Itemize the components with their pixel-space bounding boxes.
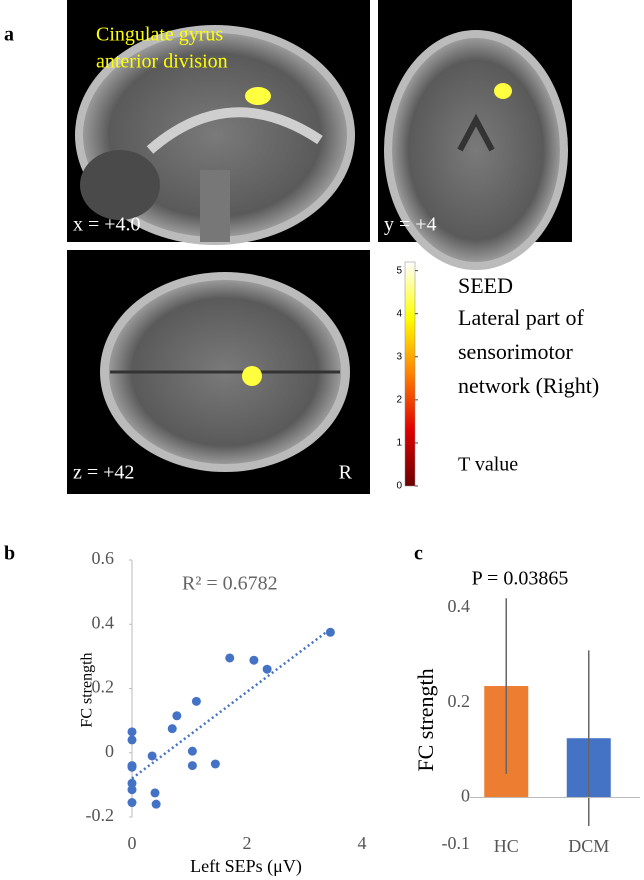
point [325,627,335,637]
x-tick-label: 2 [243,833,252,853]
point [127,735,137,745]
x-axis-label: Left SEPs (μV) [190,856,302,877]
x-tick-label: 4 [358,833,367,853]
y-tick-label: 0 [396,481,402,492]
y-tick-label: 0.4 [92,612,115,632]
y-axis-label: FC strength [413,668,438,771]
y-tick-label: 0.2 [448,691,471,711]
side-label: R [339,462,353,484]
point [191,696,201,706]
point [187,746,197,756]
point [127,778,137,788]
point [187,761,197,771]
y-tick-label: 0.6 [92,548,115,568]
y-tick-label: 0 [105,741,114,761]
x-tick-label: DCM [568,836,609,856]
chart-title: P = 0.03865 [472,568,569,590]
coronal-image [378,0,572,270]
axial-image [67,250,370,494]
coord-label: x = +4.0 [73,214,141,236]
y-tick-label: -0.2 [86,805,115,825]
legend-text: SEED [458,273,513,298]
legend-text: network (Right) [458,373,599,398]
y-tick-label: 5 [396,265,402,276]
y-tick-label: -0.1 [442,833,471,853]
point [172,711,182,721]
y-tick-label: 0.2 [92,677,115,697]
legend-text: Lateral part of [458,305,584,330]
y-tick-label: 3 [396,351,402,362]
coord-label: z = +42 [73,462,134,484]
point [150,788,160,798]
side-label: R [583,14,597,36]
y-tick-label: 0.4 [448,596,471,616]
sagittal-image [67,0,370,245]
y-tick-label: 2 [396,394,402,405]
point [127,727,137,737]
y-axis-label: FC strength [79,652,96,727]
point [225,653,235,663]
point [127,785,137,795]
colorbar [404,261,416,487]
legend-text: T value [458,454,518,476]
point [151,799,161,809]
region-label: anterior division [96,51,228,73]
x-tick-label: HC [494,836,519,856]
panel-label: a [4,24,14,46]
point [127,798,137,808]
point [127,762,137,772]
x-tick-label: 0 [128,833,137,853]
point [167,724,177,734]
point [147,751,157,761]
panel-label: c [414,543,423,565]
coord-label: y = +4 [384,214,437,236]
y-tick-label: 0 [461,786,470,806]
annotation: R² = 0.6782 [182,573,278,595]
point [210,759,220,769]
region-label: Cingulate gyrus [96,24,223,46]
point [262,664,272,674]
legend-text: sensorimotor [458,339,574,364]
panel-label: b [4,543,15,565]
y-tick-label: 1 [396,438,402,449]
point [249,655,259,665]
y-tick-label: 4 [396,308,402,319]
trendline [131,628,332,780]
